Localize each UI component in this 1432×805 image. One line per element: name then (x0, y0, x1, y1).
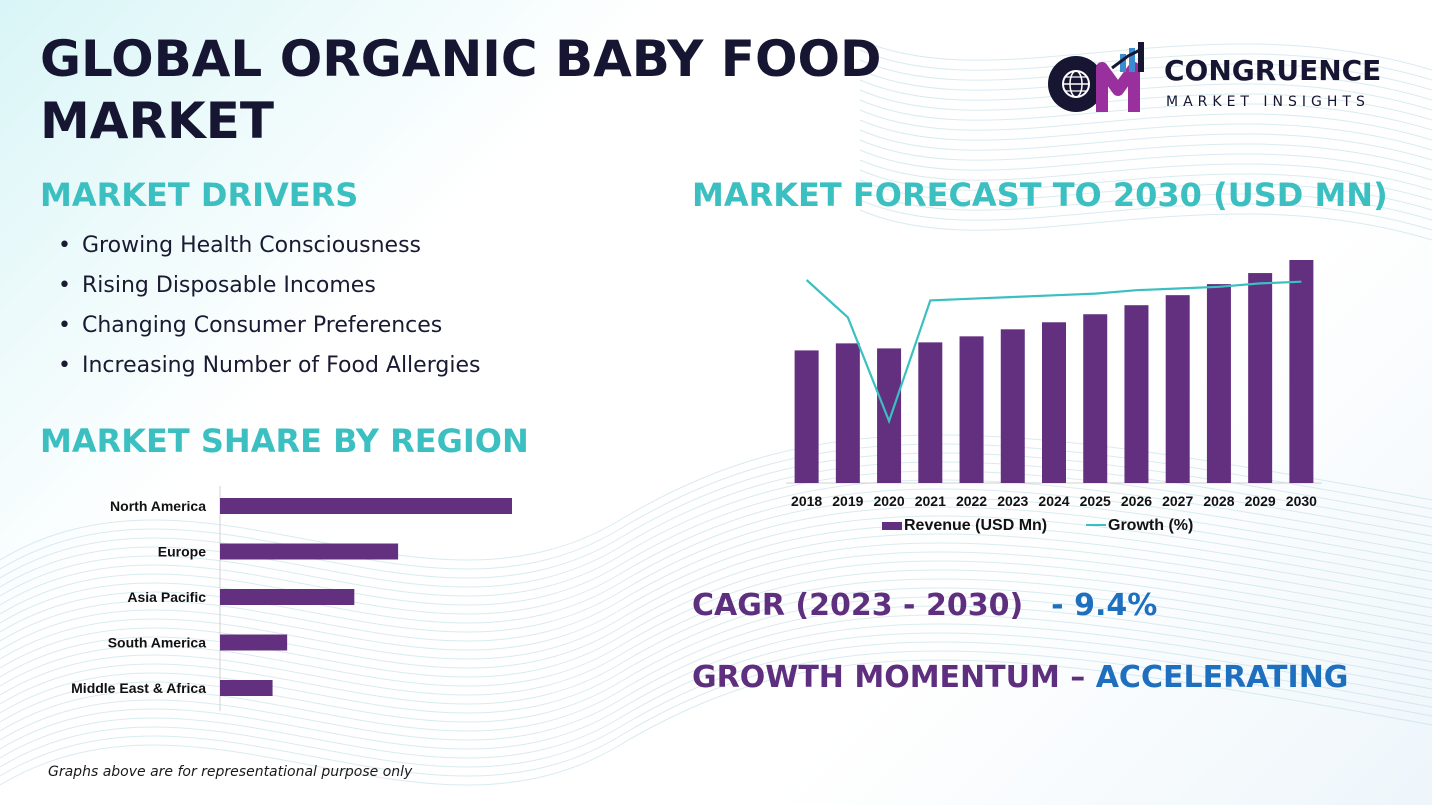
revenue-bar (1124, 305, 1149, 483)
driver-item: • Increasing Number of Food Allergies (58, 346, 480, 386)
logo-name: CONGRUENCE (1164, 54, 1382, 87)
driver-item: • Rising Disposable Incomes (58, 266, 480, 306)
logo-mark-icon (1048, 42, 1144, 112)
forecast-chart: 2018 2019 2020 2021 2022 2023 2024 2025 2026 2027… (786, 260, 1322, 534)
x-tick-label: 2021 (915, 493, 946, 509)
region-bar (220, 543, 399, 560)
page-title: GLOBAL ORGANIC BABY FOOD MARKET (40, 30, 882, 150)
revenue-bar (1042, 322, 1066, 483)
cagr-label: CAGR (2023 - 2030) (692, 588, 1024, 623)
legend-growth-label: Growth (%) (1108, 517, 1193, 534)
bullet-icon: • (58, 233, 71, 258)
x-tick-label: 2023 (997, 493, 1028, 509)
region-bar (220, 589, 355, 605)
x-tick-label: 2020 (873, 493, 904, 509)
forecast-heading: MARKET FORECAST TO 2030 (USD MN) (692, 176, 1388, 214)
x-tick-label: 2019 (832, 493, 863, 509)
region-label: Middle East & Africa (71, 680, 206, 696)
driver-label: Growing Health Consciousness (82, 233, 422, 258)
x-tick-label: 2030 (1286, 493, 1317, 509)
momentum-line: GROWTH MOMENTUM – ACCELERATING (692, 660, 1348, 695)
revenue-bar (1206, 284, 1231, 483)
region-label: Asia Pacific (127, 589, 206, 605)
x-tick-label: 2025 (1080, 493, 1111, 509)
region-label: North America (110, 498, 206, 514)
x-tick-label: 2024 (1038, 493, 1069, 509)
region-label: South America (108, 635, 206, 651)
revenue-bar (877, 348, 902, 483)
revenue-bar (1289, 260, 1314, 483)
x-tick-label: 2028 (1203, 493, 1234, 509)
legend-revenue-label: Revenue (USD Mn) (904, 517, 1047, 534)
x-tick-label: 2018 (791, 493, 822, 509)
region-bar (220, 634, 288, 651)
cagr-line: CAGR (2023 - 2030) - 9.4% (692, 588, 1157, 623)
region-bar (220, 498, 512, 514)
driver-item: • Changing Consumer Preferences (58, 306, 480, 346)
momentum-label: GROWTH MOMENTUM – (692, 660, 1096, 695)
momentum-value: ACCELERATING (1095, 660, 1349, 695)
revenue-bar (1083, 314, 1108, 483)
company-logo: CONGRUENCE MARKET INSIGHTS (1046, 40, 1396, 120)
driver-label: Changing Consumer Preferences (82, 313, 443, 338)
driver-item: • Growing Health Consciousness (58, 226, 480, 266)
revenue-bar (794, 350, 819, 483)
revenue-bar (835, 343, 860, 483)
drivers-list: • Growing Health Consciousness • Rising Di… (58, 226, 480, 386)
revenue-bar (1248, 273, 1273, 483)
x-tick-label: 2027 (1162, 493, 1193, 509)
x-tick-label: 2026 (1121, 493, 1152, 509)
region-label: Europe (158, 544, 206, 560)
revenue-bar (959, 336, 984, 483)
cagr-value: - 9.4% (1051, 588, 1158, 623)
x-tick-label: 2029 (1245, 493, 1276, 509)
x-tick-label: 2022 (956, 493, 987, 509)
driver-label: Increasing Number of Food Allergies (82, 353, 481, 378)
revenue-bar (1165, 295, 1190, 483)
footnote: Graphs above are for representational pu… (48, 764, 413, 780)
bullet-icon: • (58, 273, 71, 298)
drivers-heading: MARKET DRIVERS (40, 176, 359, 214)
logo-subtitle: MARKET INSIGHTS (1166, 94, 1370, 110)
legend-revenue-swatch (882, 522, 902, 530)
region-share-chart: North America Europe Asia Pacific South Ame… (71, 486, 512, 711)
bullet-icon: • (58, 353, 71, 378)
revenue-bar (1000, 329, 1025, 483)
region-bar (220, 680, 273, 696)
bullet-icon: • (58, 313, 71, 338)
region-heading: MARKET SHARE BY REGION (40, 422, 529, 460)
revenue-bar (918, 342, 943, 483)
driver-label: Rising Disposable Incomes (82, 273, 376, 298)
